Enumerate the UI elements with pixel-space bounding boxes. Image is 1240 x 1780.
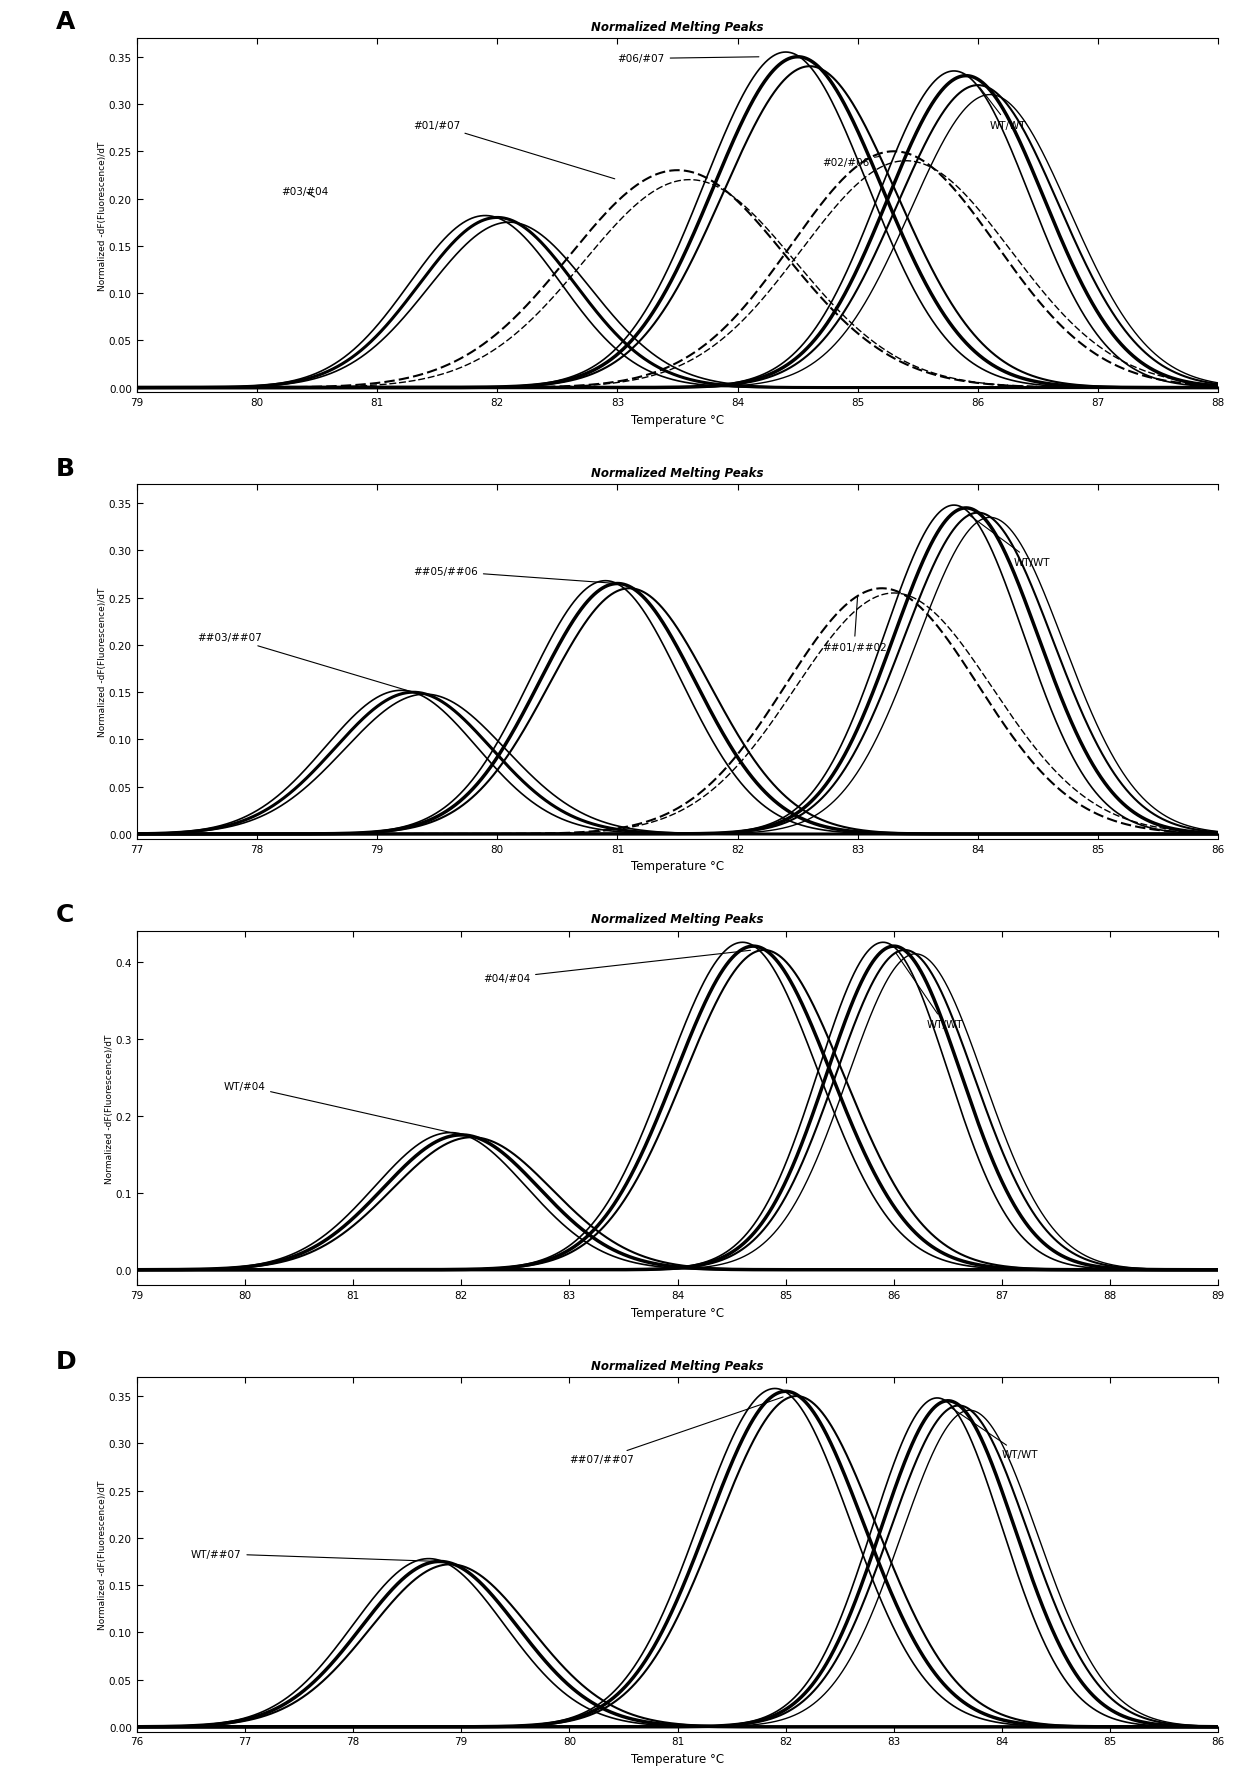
- X-axis label: Temperature °C: Temperature °C: [631, 1307, 724, 1319]
- Text: #01/#07: #01/#07: [413, 121, 615, 180]
- Title: Normalized Melting Peaks: Normalized Melting Peaks: [591, 1360, 764, 1372]
- Title: Normalized Melting Peaks: Normalized Melting Peaks: [591, 913, 764, 926]
- Text: #03/#04: #03/#04: [281, 187, 329, 198]
- Y-axis label: Normalized -dF(Fluorescence)/dT: Normalized -dF(Fluorescence)/dT: [98, 587, 108, 737]
- Text: D: D: [56, 1349, 76, 1372]
- Text: ##05/##06: ##05/##06: [413, 566, 615, 584]
- Title: Normalized Melting Peaks: Normalized Melting Peaks: [591, 466, 764, 479]
- Text: WT/WT: WT/WT: [968, 514, 1050, 568]
- Y-axis label: Normalized -dF(Fluorescence)/dT: Normalized -dF(Fluorescence)/dT: [98, 1479, 108, 1629]
- Y-axis label: Normalized -dF(Fluorescence)/dT: Normalized -dF(Fluorescence)/dT: [98, 141, 108, 290]
- Text: WT/WT: WT/WT: [950, 1408, 1039, 1460]
- Text: #04/#04: #04/#04: [482, 951, 750, 983]
- Text: B: B: [56, 457, 74, 481]
- Y-axis label: Normalized -dF(Fluorescence)/dT: Normalized -dF(Fluorescence)/dT: [105, 1034, 114, 1184]
- Text: A: A: [56, 11, 74, 34]
- X-axis label: Temperature °C: Temperature °C: [631, 860, 724, 872]
- Text: #02/#06: #02/#06: [822, 157, 879, 169]
- Text: C: C: [56, 902, 74, 927]
- Text: ##07/##07: ##07/##07: [569, 1397, 784, 1465]
- Title: Normalized Melting Peaks: Normalized Melting Peaks: [591, 21, 764, 34]
- X-axis label: Temperature °C: Temperature °C: [631, 413, 724, 427]
- Text: WT/##07: WT/##07: [191, 1549, 436, 1561]
- Text: ##01/##02: ##01/##02: [822, 596, 887, 651]
- Text: WT/WT: WT/WT: [980, 89, 1027, 130]
- X-axis label: Temperature °C: Temperature °C: [631, 1752, 724, 1766]
- Text: ##03/##07: ##03/##07: [197, 634, 410, 692]
- Text: #06/#07: #06/#07: [618, 55, 759, 64]
- Text: WT/WT: WT/WT: [895, 952, 962, 1029]
- Text: WT/#04: WT/#04: [223, 1080, 459, 1134]
